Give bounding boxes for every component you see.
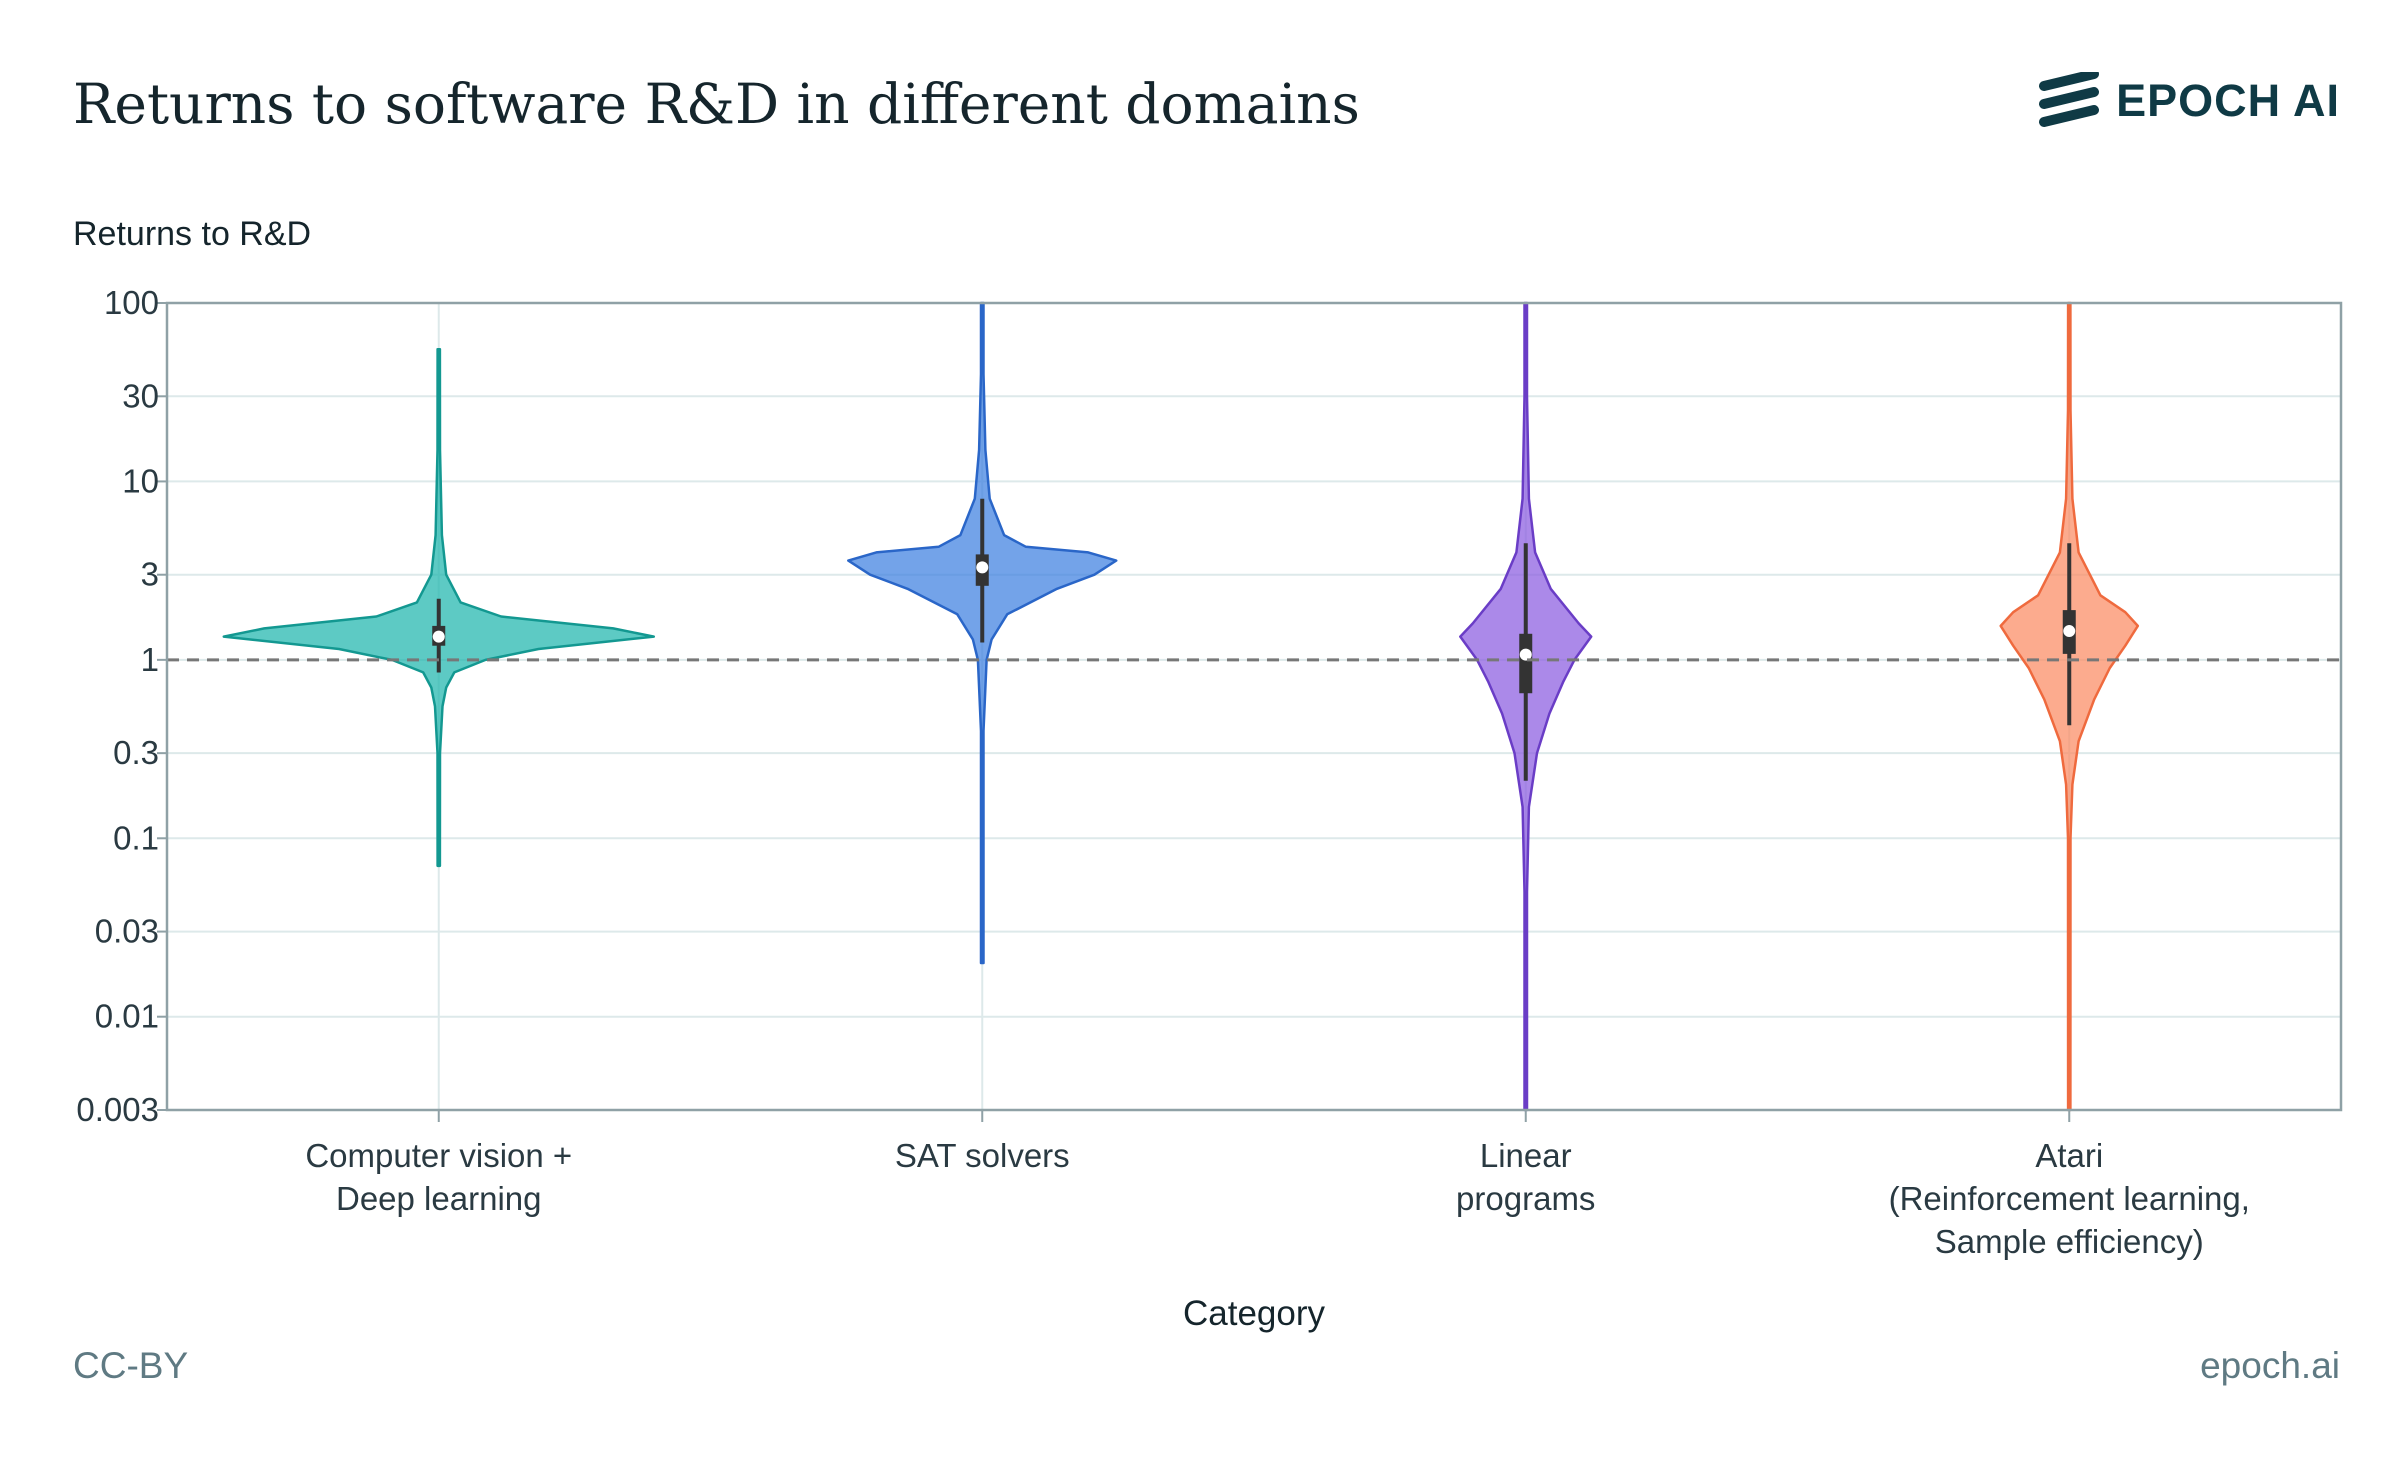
license-label: CC-BY [73, 1345, 189, 1386]
violin-3 [1999, 301, 2140, 1112]
y-tick-label: 0.01 [95, 998, 159, 1035]
y-tick-label: 30 [122, 377, 159, 414]
brand-logo[interactable]: EPOCH AI [2038, 72, 2340, 130]
y-tick-label: 0.003 [76, 1091, 159, 1128]
x-tick-label: (Reinforcement learning, [1889, 1180, 2250, 1217]
y-tick-label: 0.1 [113, 819, 159, 856]
violin-1 [847, 301, 1118, 965]
y-tick-label: 10 [122, 462, 159, 499]
violin-2 [1459, 301, 1593, 1112]
x-axis-ticks: Computer vision + Deep learning SAT solver… [305, 1110, 2250, 1260]
violin-median [1519, 648, 1532, 661]
site-link[interactable]: epoch.ai [2200, 1345, 2340, 1386]
y-tick-label: 0.3 [113, 734, 159, 771]
y-tick-label: 1 [141, 641, 159, 678]
brand-name: EPOCH AI [2116, 75, 2340, 126]
x-tick-label: Atari [2035, 1137, 2103, 1174]
violin-median [432, 630, 445, 643]
y-tick-label: 100 [104, 284, 159, 321]
y-tick-label: 3 [141, 556, 159, 593]
plot-frame [165, 301, 2343, 1112]
grid-lines [167, 302, 2341, 1111]
violin-iqr-box [1519, 633, 1533, 694]
violin-0 [222, 348, 656, 868]
x-tick-label: Sample efficiency) [1935, 1223, 2204, 1260]
x-axis-label: Category [1183, 1294, 1326, 1333]
chart-title: Returns to software R&D in different dom… [73, 72, 1360, 136]
violin-median [976, 561, 989, 574]
x-tick-label: programs [1456, 1180, 1595, 1217]
y-tick-label: 0.03 [95, 913, 159, 950]
x-tick-label: Computer vision + [305, 1137, 572, 1174]
y-axis-ticks: 100 30 10 3 1 0.3 0.1 0.03 0.01 0.003 [76, 284, 167, 1128]
epoch-logo-icon [2039, 72, 2100, 127]
x-tick-label: Linear [1480, 1137, 1572, 1174]
y-axis-label: Returns to R&D [73, 215, 312, 253]
x-tick-label: Deep learning [336, 1180, 541, 1217]
x-tick-label: SAT solvers [895, 1137, 1070, 1174]
violins [222, 301, 2140, 1112]
violin-median [2063, 625, 2076, 638]
